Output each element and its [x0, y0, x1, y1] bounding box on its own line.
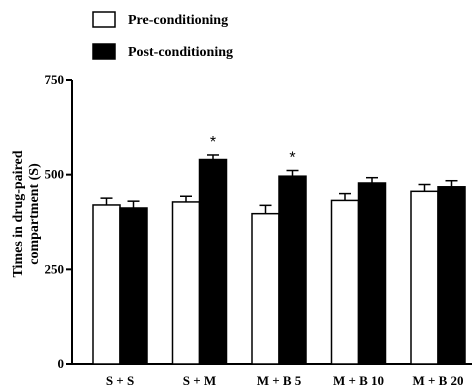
bar-post [119, 207, 148, 365]
bar-pre [171, 201, 201, 365]
x-tick-label: S + M [183, 373, 216, 388]
significance-marker: * [210, 134, 216, 151]
y-tick-label: 250 [45, 261, 65, 276]
bars: ** [92, 134, 466, 365]
y-axis-label-line: compartment (S) [27, 163, 42, 265]
y-tick-label: 750 [45, 72, 65, 87]
significance-marker: * [289, 150, 295, 167]
y-tick-label: 500 [45, 167, 65, 182]
x-axis-labels: S + S S + M M + B 5 M + B 10 M + B 20 [106, 373, 464, 388]
legend-label-post: Post-conditioning [128, 45, 233, 60]
legend-swatch-post [92, 43, 116, 60]
bar-pre [410, 190, 439, 365]
bar-pre [92, 204, 121, 365]
x-tick-label: M + B 20 [412, 373, 463, 388]
y-tick-label: 0 [58, 356, 65, 371]
legend: Pre-conditioning Post-conditioning [92, 11, 233, 60]
x-tick-label: S + S [106, 373, 134, 388]
legend-swatch-pre [92, 11, 116, 28]
x-tick-label: M + B 5 [257, 373, 302, 388]
y-axis-label: Times in drug-paired compartment (S) [11, 150, 42, 277]
x-tick-label: M + B 10 [333, 373, 384, 388]
bar-post [437, 186, 466, 365]
bar-pre [251, 212, 280, 365]
bar-post [198, 158, 228, 365]
bar-post [278, 175, 307, 365]
legend-label-pre: Pre-conditioning [128, 13, 228, 28]
bar-pre [330, 199, 360, 365]
bar-post [357, 182, 387, 365]
y-axis-label-line: Times in drug-paired [11, 150, 26, 277]
